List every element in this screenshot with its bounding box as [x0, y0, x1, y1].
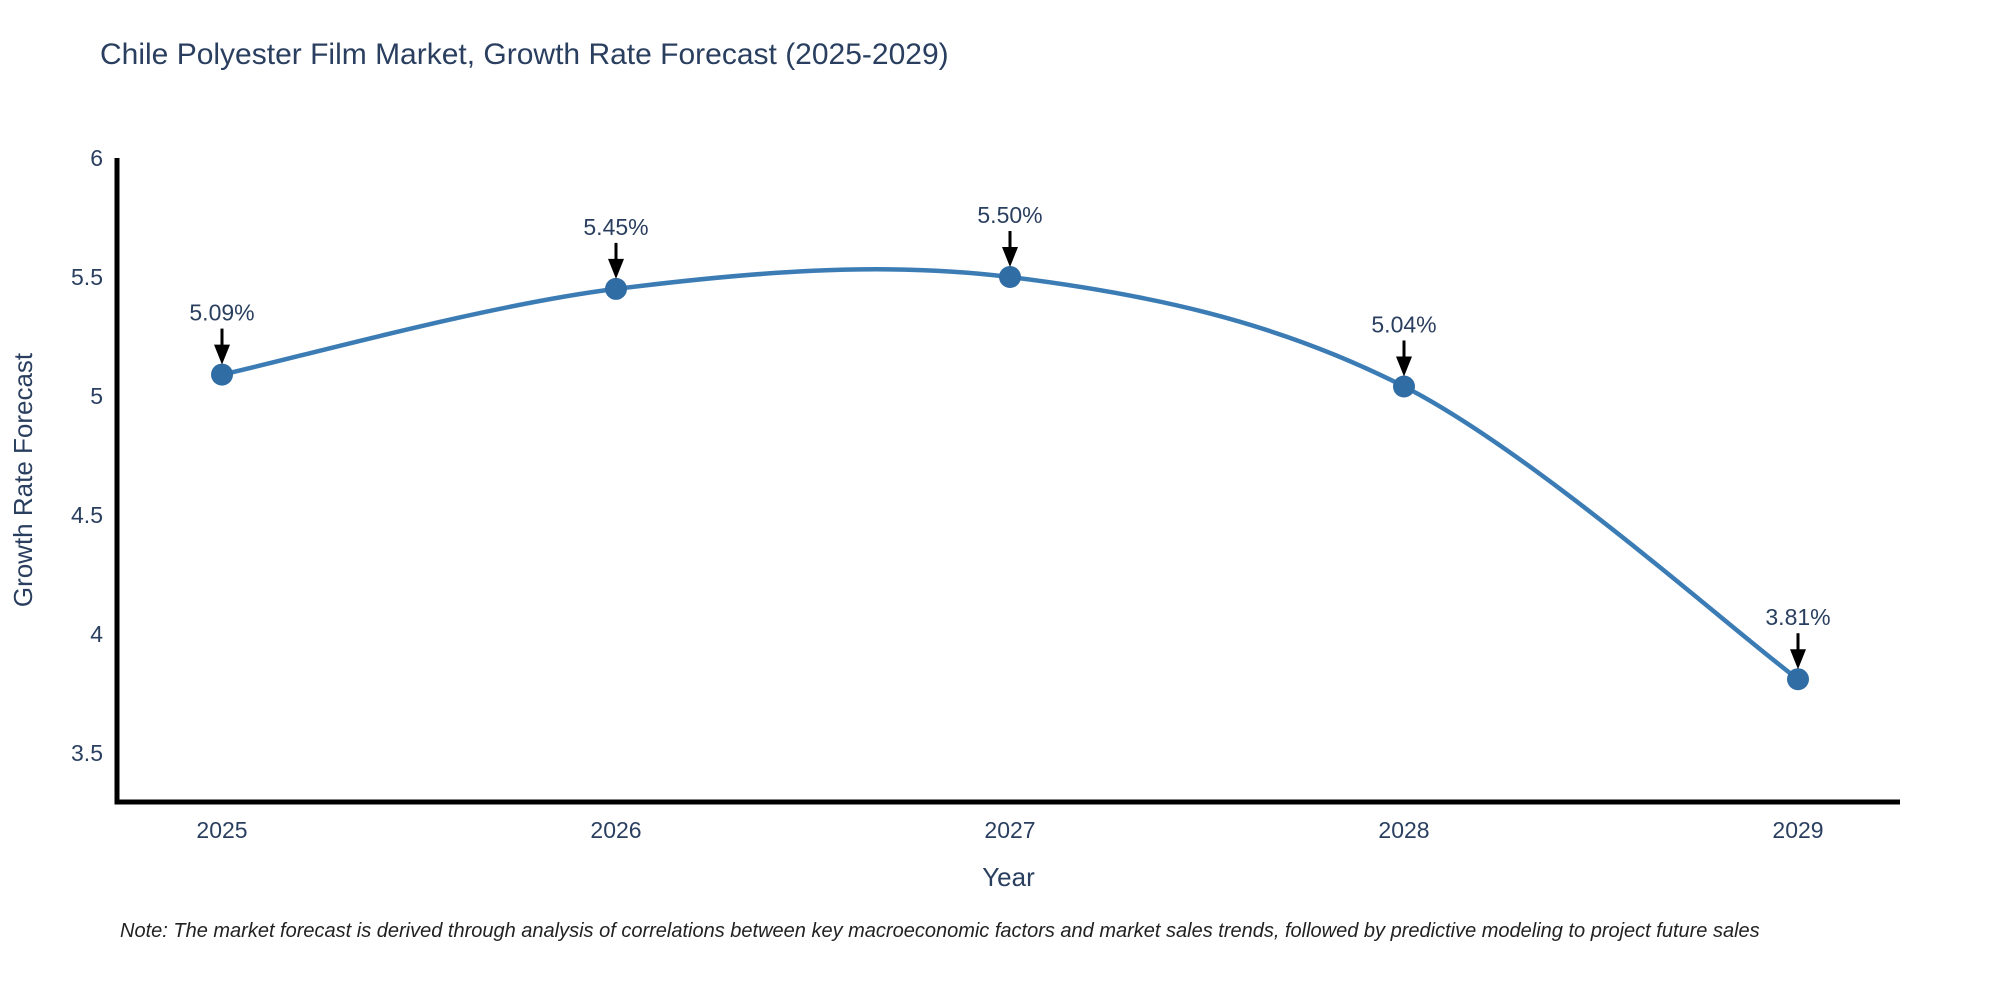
axis-lines: [114, 158, 1900, 805]
y-tick-label: 4.5: [71, 502, 103, 528]
annotation-arrow-head: [608, 258, 624, 279]
footnote: Note: The market forecast is derived thr…: [120, 920, 1760, 942]
annotation-label: 3.81%: [1765, 604, 1830, 630]
annotation-label: 5.04%: [1371, 311, 1436, 337]
x-axis-title: Year: [982, 862, 1035, 892]
data-point-marker: [1393, 375, 1415, 398]
annotation-label: 5.50%: [977, 202, 1042, 228]
y-tick-label: 3.5: [71, 740, 103, 766]
annotation-arrow-head: [214, 344, 230, 365]
annotation-label: 5.09%: [189, 300, 254, 326]
x-tick-label: 2028: [1378, 817, 1429, 843]
y-tick-label: 6: [90, 145, 103, 171]
annotation-arrow-head: [1002, 247, 1018, 267]
annotation-arrow-head: [1396, 356, 1412, 377]
x-tick-label: 2026: [590, 817, 641, 843]
data-point-marker: [1787, 668, 1809, 691]
y-axis-title: Growth Rate Forecast: [8, 352, 38, 607]
data-point-marker: [211, 363, 233, 386]
chart-title: Chile Polyester Film Market, Growth Rate…: [100, 38, 949, 71]
data-point-marker: [999, 266, 1021, 288]
annotation-label: 5.45%: [583, 214, 648, 240]
y-tick-label: 5: [90, 383, 103, 409]
y-tick-label: 4: [90, 621, 103, 647]
x-tick-label: 2025: [196, 817, 247, 843]
x-tick-label: 2027: [984, 817, 1035, 843]
x-tick-label: 2029: [1772, 817, 1823, 843]
y-tick-label: 5.5: [71, 264, 103, 290]
data-point-marker: [605, 277, 627, 300]
series-line: [219, 267, 1801, 682]
annotation-arrow-head: [1790, 649, 1806, 670]
